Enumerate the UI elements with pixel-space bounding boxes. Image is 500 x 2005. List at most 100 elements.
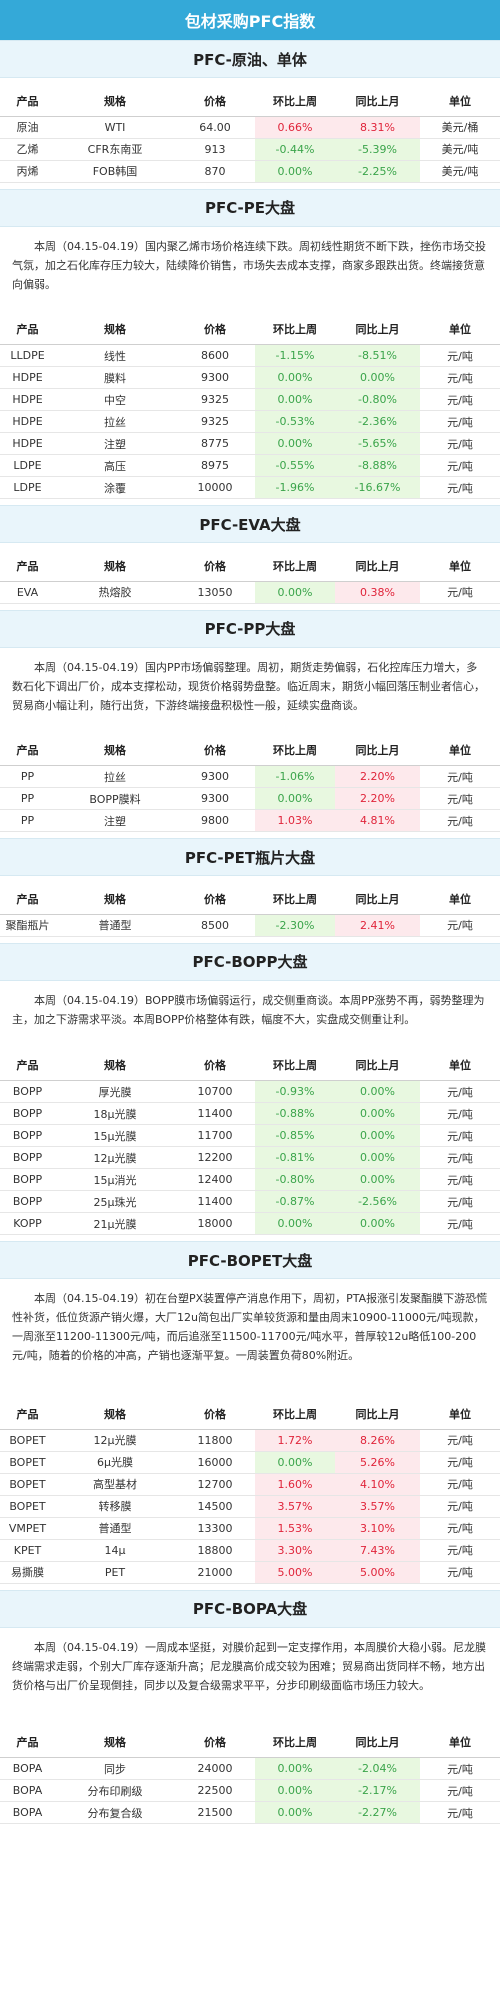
price-table: 产品 规格 价格 环比上周 同比上月 单位 EVA 热熔胶 13050 0.00% 0.38% 元/吨 bbox=[0, 551, 500, 604]
table-cell: 9300 bbox=[175, 765, 255, 788]
table-cell: HDPE bbox=[0, 432, 55, 455]
table-cell: 0.66% bbox=[255, 116, 335, 139]
section-spacer bbox=[0, 1824, 500, 1830]
table-cell: 分布印刷级 bbox=[55, 1779, 175, 1802]
table-cell: -1.06% bbox=[255, 765, 335, 788]
table-row: BOPA 同步 24000 0.00% -2.04% 元/吨 bbox=[0, 1757, 500, 1780]
table-cell: 元/吨 bbox=[420, 344, 500, 367]
column-header: 同比上月 bbox=[335, 551, 420, 582]
table-row: BOPA 分布复合级 21500 0.00% -2.27% 元/吨 bbox=[0, 1801, 500, 1824]
column-header: 单位 bbox=[420, 86, 500, 117]
table-cell: 0.00% bbox=[335, 1212, 420, 1235]
table-cell: 厚光膜 bbox=[55, 1080, 175, 1103]
column-header: 价格 bbox=[175, 884, 255, 915]
column-header: 规格 bbox=[55, 1727, 175, 1758]
column-header: 产品 bbox=[0, 314, 55, 345]
column-header: 规格 bbox=[55, 86, 175, 117]
table-cell: 15μ消光 bbox=[55, 1168, 175, 1191]
table-cell: 元/吨 bbox=[420, 787, 500, 810]
table-cell: 5.26% bbox=[335, 1451, 420, 1474]
column-header: 规格 bbox=[55, 314, 175, 345]
table-cell: 21000 bbox=[175, 1561, 255, 1584]
table-cell: 9300 bbox=[175, 787, 255, 810]
table-cell: PP bbox=[0, 809, 55, 832]
column-header: 规格 bbox=[55, 735, 175, 766]
table-cell: 5.00% bbox=[335, 1561, 420, 1584]
price-table: 产品 规格 价格 环比上周 同比上月 单位 PP 拉丝 9300 -1.06% 2.20% 元/吨 PP… bbox=[0, 735, 500, 832]
table-cell: 0.00% bbox=[255, 366, 335, 389]
column-header: 单位 bbox=[420, 1050, 500, 1081]
section-gap bbox=[0, 78, 500, 86]
section-paragraph: 本周（04.15-04.19）国内PP市场偏弱整理。周初，期货走势偏弱，石化控库… bbox=[12, 660, 485, 712]
section-gap bbox=[0, 876, 500, 884]
table-cell: 9800 bbox=[175, 809, 255, 832]
table-cell: 热熔胶 bbox=[55, 581, 175, 604]
table-cell: 8500 bbox=[175, 914, 255, 937]
table-cell: 元/吨 bbox=[420, 1539, 500, 1562]
table-cell: 美元/桶 bbox=[420, 116, 500, 139]
section-title: PFC-BOPET大盘 bbox=[0, 1241, 500, 1279]
table-row: BOPP 18μ光膜 11400 -0.88% 0.00% 元/吨 bbox=[0, 1102, 500, 1125]
table-row: HDPE 中空 9325 0.00% -0.80% 元/吨 bbox=[0, 388, 500, 411]
table-cell: KPET bbox=[0, 1539, 55, 1562]
table-cell: 元/吨 bbox=[420, 1190, 500, 1213]
column-header: 同比上月 bbox=[335, 884, 420, 915]
column-header: 环比上周 bbox=[255, 551, 335, 582]
table-cell: -0.93% bbox=[255, 1080, 335, 1103]
section-title: PFC-PP大盘 bbox=[0, 609, 500, 648]
column-header: 同比上月 bbox=[335, 735, 420, 766]
table-cell: 元/吨 bbox=[420, 1212, 500, 1235]
table-cell: 18800 bbox=[175, 1539, 255, 1562]
table-row: BOPET 高型基材 12700 1.60% 4.10% 元/吨 bbox=[0, 1473, 500, 1496]
table-cell: 元/吨 bbox=[420, 1102, 500, 1125]
table-cell: 14500 bbox=[175, 1495, 255, 1518]
table-cell: -5.65% bbox=[335, 432, 420, 455]
table-cell: 10700 bbox=[175, 1080, 255, 1103]
table-cell: 0.00% bbox=[335, 1146, 420, 1169]
table-cell: 丙烯 bbox=[0, 160, 55, 183]
table-cell: 元/吨 bbox=[420, 1168, 500, 1191]
table-row: BOPA 分布印刷级 22500 0.00% -2.17% 元/吨 bbox=[0, 1779, 500, 1802]
table-header-row: 产品 规格 价格 环比上周 同比上月 单位 bbox=[0, 735, 500, 766]
table-cell: 普通型 bbox=[55, 914, 175, 937]
table-cell: LDPE bbox=[0, 476, 55, 499]
table-cell: 8.26% bbox=[335, 1429, 420, 1452]
table-cell: 4.81% bbox=[335, 809, 420, 832]
table-cell: 美元/吨 bbox=[420, 160, 500, 183]
column-header: 单位 bbox=[420, 1727, 500, 1758]
column-header: 环比上周 bbox=[255, 86, 335, 117]
table-cell: 18000 bbox=[175, 1212, 255, 1235]
table-cell: -0.87% bbox=[255, 1190, 335, 1213]
table-cell: 元/吨 bbox=[420, 1146, 500, 1169]
column-header: 产品 bbox=[0, 1399, 55, 1430]
table-cell: 1.60% bbox=[255, 1473, 335, 1496]
table-row: BOPP 厚光膜 10700 -0.93% 0.00% 元/吨 bbox=[0, 1080, 500, 1103]
table-row: KPET 14μ 18800 3.30% 7.43% 元/吨 bbox=[0, 1539, 500, 1562]
table-row: 易撕膜 PET 21000 5.00% 5.00% 元/吨 bbox=[0, 1561, 500, 1584]
table-row: LDPE 涂覆 10000 -1.96% -16.67% 元/吨 bbox=[0, 476, 500, 499]
table-cell: 涂覆 bbox=[55, 476, 175, 499]
table-cell: BOPP bbox=[0, 1102, 55, 1125]
section-title: PFC-PET瓶片大盘 bbox=[0, 838, 500, 876]
table-cell: -0.80% bbox=[335, 388, 420, 411]
column-header: 产品 bbox=[0, 884, 55, 915]
column-header: 单位 bbox=[420, 314, 500, 345]
table-row: 丙烯 FOB韩国 870 0.00% -2.25% 美元/吨 bbox=[0, 160, 500, 183]
section-title: PFC-BOPA大盘 bbox=[0, 1589, 500, 1628]
table-cell: BOPET bbox=[0, 1429, 55, 1452]
table-cell: 11400 bbox=[175, 1102, 255, 1125]
table-cell: 8.31% bbox=[335, 116, 420, 139]
table-cell: 元/吨 bbox=[420, 1757, 500, 1780]
table-cell: BOPP bbox=[0, 1124, 55, 1147]
table-cell: 膜料 bbox=[55, 366, 175, 389]
column-header: 产品 bbox=[0, 1727, 55, 1758]
table-cell: 元/吨 bbox=[420, 765, 500, 788]
price-table: 产品 规格 价格 环比上周 同比上月 单位 原油 WTI 64.00 0.66% 8.31% 美元/桶… bbox=[0, 86, 500, 183]
column-header: 同比上月 bbox=[335, 1050, 420, 1081]
table-cell: 元/吨 bbox=[420, 1080, 500, 1103]
table-cell: 16000 bbox=[175, 1451, 255, 1474]
table-cell: 元/吨 bbox=[420, 1779, 500, 1802]
table-cell: BOPP bbox=[0, 1190, 55, 1213]
table-cell: 元/吨 bbox=[420, 1451, 500, 1474]
column-header: 产品 bbox=[0, 1050, 55, 1081]
